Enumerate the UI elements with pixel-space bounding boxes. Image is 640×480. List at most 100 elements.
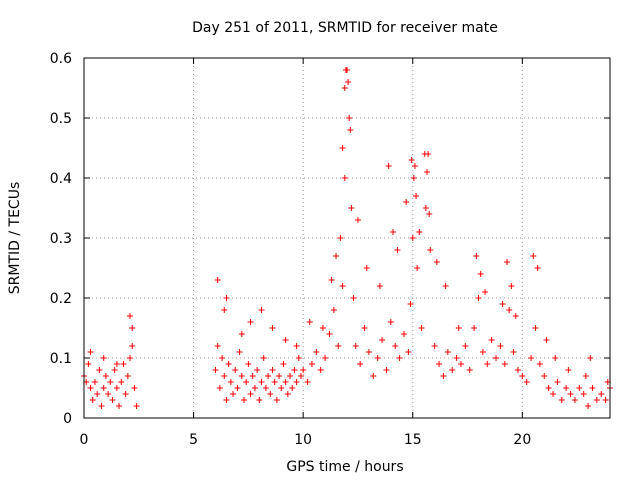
data-point — [98, 403, 105, 409]
data-point — [512, 313, 519, 319]
data-point — [409, 235, 416, 241]
data-point — [282, 379, 289, 385]
data-point — [508, 283, 515, 289]
data-point — [484, 361, 491, 367]
data-point — [530, 253, 537, 259]
data-point — [421, 151, 428, 157]
data-point — [91, 379, 98, 385]
data-point — [111, 367, 118, 373]
data-point — [300, 367, 307, 373]
data-point — [308, 361, 315, 367]
data-point — [394, 247, 401, 253]
data-point — [598, 391, 605, 397]
data-point — [392, 343, 399, 349]
data-point — [593, 397, 600, 403]
data-point — [363, 265, 370, 271]
data-point — [449, 367, 456, 373]
data-point — [410, 175, 417, 181]
data-point — [457, 361, 464, 367]
data-point — [379, 337, 386, 343]
data-point — [503, 259, 510, 265]
data-point — [230, 391, 237, 397]
data-point — [370, 373, 377, 379]
data-point — [501, 361, 508, 367]
data-point — [120, 361, 127, 367]
data-point — [214, 343, 221, 349]
data-point — [341, 175, 348, 181]
data-point — [258, 307, 265, 313]
data-point — [223, 295, 230, 301]
data-point — [352, 343, 359, 349]
data-point — [225, 361, 232, 367]
y-tick-label: 0.3 — [50, 231, 72, 247]
data-point — [269, 367, 276, 373]
data-point — [423, 169, 430, 175]
data-point — [322, 355, 329, 361]
data-point — [563, 385, 570, 391]
data-point — [287, 373, 294, 379]
data-point — [390, 229, 397, 235]
data-point — [127, 355, 134, 361]
plot-frame — [83, 57, 611, 419]
data-point — [383, 367, 390, 373]
data-point — [346, 115, 353, 121]
data-point — [523, 379, 530, 385]
data-point — [236, 349, 243, 355]
data-point — [567, 391, 574, 397]
data-point — [422, 205, 429, 211]
data-point — [354, 217, 361, 223]
data-point — [87, 385, 94, 391]
data-point — [433, 259, 440, 265]
data-point — [337, 235, 344, 241]
data-point — [267, 391, 274, 397]
data-point — [293, 343, 300, 349]
x-tick-label: 15 — [404, 432, 422, 448]
data-point — [116, 403, 123, 409]
data-point — [293, 379, 300, 385]
data-point — [216, 385, 223, 391]
data-point — [333, 253, 340, 259]
data-point — [554, 379, 561, 385]
data-point — [265, 373, 272, 379]
data-point — [426, 211, 433, 217]
data-point — [589, 385, 596, 391]
x-tick-label: 5 — [189, 432, 198, 448]
data-point — [552, 355, 559, 361]
data-point — [514, 367, 521, 373]
data-point — [249, 373, 256, 379]
y-tick-label: 0.6 — [50, 51, 72, 67]
data-point — [416, 229, 423, 235]
data-point — [545, 385, 552, 391]
data-point — [223, 397, 230, 403]
data-point — [96, 367, 103, 373]
data-point — [374, 355, 381, 361]
data-point — [313, 349, 320, 355]
data-point — [453, 355, 460, 361]
y-tick-label: 0.2 — [50, 291, 72, 307]
data-point — [280, 361, 287, 367]
data-point — [85, 361, 92, 367]
data-point — [317, 367, 324, 373]
y-tick-label: 0.1 — [50, 351, 72, 367]
data-point — [361, 325, 368, 331]
data-point — [345, 79, 352, 85]
data-point — [258, 379, 265, 385]
data-point — [330, 307, 337, 313]
data-point — [273, 397, 280, 403]
data-point — [497, 343, 504, 349]
data-point — [109, 397, 116, 403]
data-point — [276, 373, 283, 379]
data-point — [413, 193, 420, 199]
data-point — [436, 361, 443, 367]
data-point — [131, 385, 138, 391]
grid — [84, 58, 610, 418]
data-point — [127, 313, 134, 319]
data-point — [221, 307, 228, 313]
data-point — [221, 373, 228, 379]
data-point — [543, 337, 550, 343]
data-point — [105, 391, 112, 397]
data-point — [133, 403, 140, 409]
data-point — [107, 379, 114, 385]
data-point — [100, 355, 107, 361]
data-point — [580, 391, 587, 397]
